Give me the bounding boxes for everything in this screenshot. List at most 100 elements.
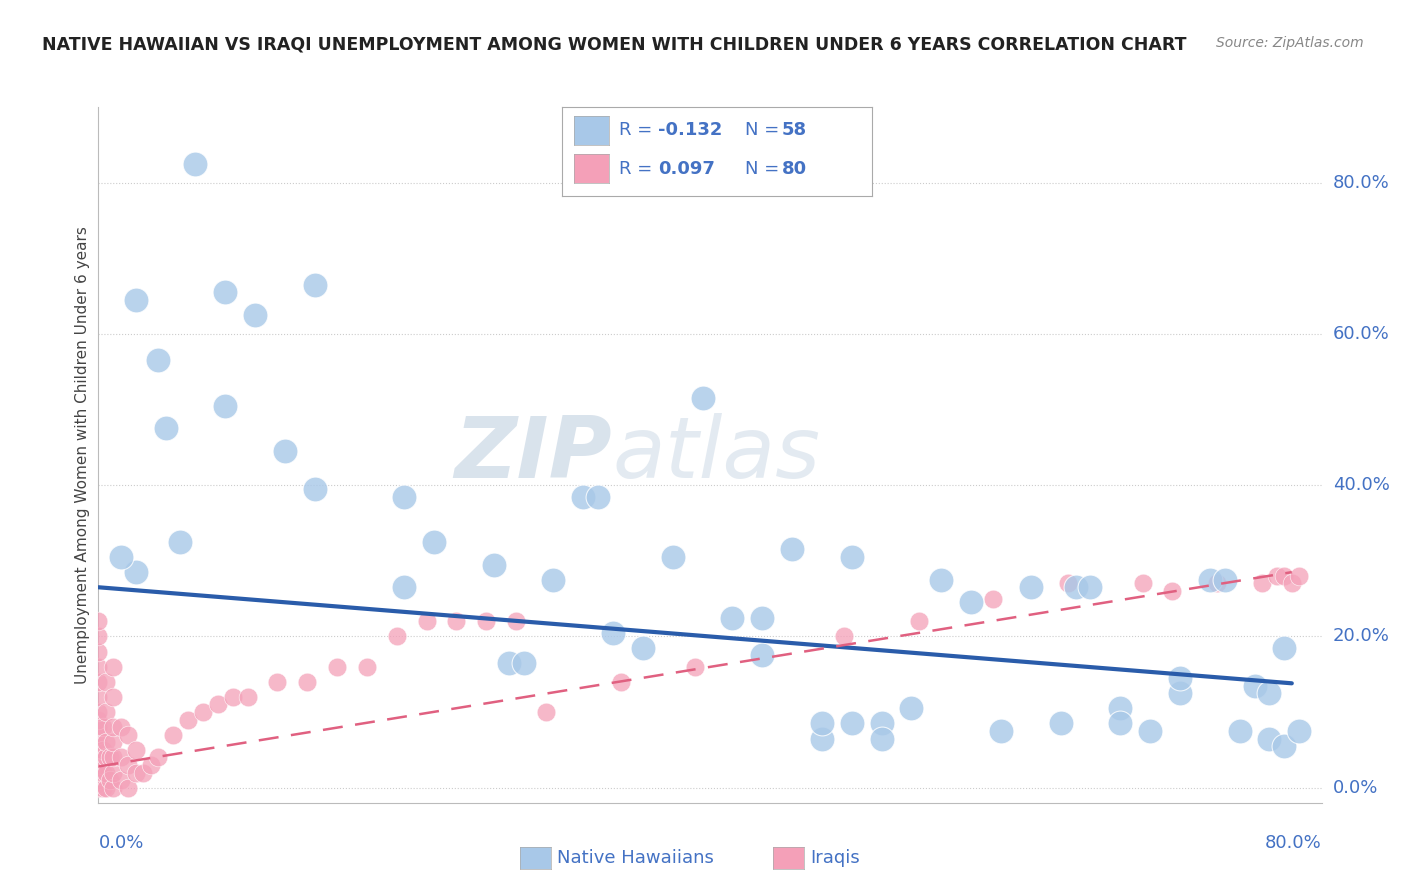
Text: NATIVE HAWAIIAN VS IRAQI UNEMPLOYMENT AMONG WOMEN WITH CHILDREN UNDER 6 YEARS CO: NATIVE HAWAIIAN VS IRAQI UNEMPLOYMENT AM… (42, 36, 1187, 54)
Point (543, 573, 565, 587)
Point (110, 720, 132, 734)
Point (811, 716, 834, 731)
Point (1109, 716, 1132, 731)
Point (103, 780, 125, 795)
Point (929, 573, 952, 587)
Point (87, 750, 110, 764)
Point (110, 773, 132, 788)
Point (572, 490, 595, 504)
Point (87, 780, 110, 795)
Point (751, 648, 773, 663)
Point (602, 625, 624, 640)
Point (900, 701, 922, 715)
Point (117, 780, 139, 795)
Point (811, 731, 834, 746)
Point (1109, 701, 1132, 715)
Point (1258, 731, 1281, 746)
Point (139, 758, 162, 772)
Text: N =: N = (745, 160, 785, 178)
Point (91, 743, 114, 757)
Point (103, 735, 125, 749)
Text: 80.0%: 80.0% (1333, 174, 1389, 192)
Point (297, 674, 319, 689)
Point (110, 750, 132, 764)
Point (1229, 723, 1251, 738)
Point (512, 656, 534, 670)
Point (721, 610, 744, 624)
Point (243, 308, 266, 322)
Point (155, 421, 177, 435)
Text: Source: ZipAtlas.com: Source: ZipAtlas.com (1216, 36, 1364, 50)
Point (841, 549, 863, 564)
Point (191, 705, 214, 719)
Point (236, 690, 259, 704)
Point (482, 558, 505, 572)
Point (475, 615, 498, 629)
Point (87, 674, 110, 689)
Point (91, 720, 114, 734)
Point (870, 716, 893, 731)
Point (1168, 686, 1191, 700)
Point (780, 542, 803, 557)
Point (1064, 580, 1087, 594)
Point (87, 765, 110, 780)
Point (960, 595, 983, 609)
Point (94, 765, 117, 780)
Point (103, 750, 125, 764)
Point (177, 713, 200, 727)
Text: -0.132: -0.132 (658, 121, 723, 139)
Text: 0.097: 0.097 (658, 160, 714, 178)
Point (117, 758, 139, 772)
Text: atlas: atlas (612, 413, 820, 497)
Point (326, 659, 349, 673)
Point (87, 743, 110, 757)
Point (1019, 580, 1042, 594)
Point (505, 615, 527, 629)
Point (207, 698, 229, 712)
Point (169, 534, 191, 549)
Point (1080, 580, 1102, 594)
Point (983, 591, 1005, 606)
Point (87, 762, 110, 776)
Point (94, 705, 117, 719)
Point (841, 716, 863, 731)
Point (87, 629, 110, 643)
Point (87, 713, 110, 727)
Point (1288, 723, 1310, 738)
Point (125, 293, 148, 307)
Point (1265, 569, 1288, 583)
Point (98, 773, 121, 788)
Text: 0.0%: 0.0% (1333, 779, 1378, 797)
Text: R =: R = (619, 160, 658, 178)
Point (498, 656, 520, 670)
Point (385, 629, 408, 643)
Point (392, 490, 416, 504)
Point (103, 720, 125, 734)
Y-axis label: Unemployment Among Women with Children Under 6 years: Unemployment Among Women with Children U… (75, 226, 90, 684)
Point (91, 765, 114, 780)
Point (1258, 686, 1281, 700)
Point (692, 391, 714, 405)
Point (214, 285, 236, 300)
Text: 40.0%: 40.0% (1333, 476, 1389, 494)
Point (146, 750, 169, 764)
Point (87, 644, 110, 658)
Point (94, 780, 117, 795)
Point (1272, 640, 1295, 655)
Point (103, 765, 125, 780)
Point (631, 640, 654, 655)
Point (586, 490, 609, 504)
Point (91, 780, 114, 795)
Point (87, 615, 110, 629)
Point (1206, 576, 1229, 591)
Point (274, 444, 297, 458)
Text: Native Hawaiians: Native Hawaiians (557, 849, 714, 867)
Point (87, 720, 110, 734)
Text: N =: N = (745, 121, 785, 139)
Point (1281, 576, 1303, 591)
Point (392, 580, 416, 594)
Point (87, 758, 110, 772)
Point (1251, 576, 1274, 591)
Point (1288, 569, 1310, 583)
Point (125, 565, 148, 579)
